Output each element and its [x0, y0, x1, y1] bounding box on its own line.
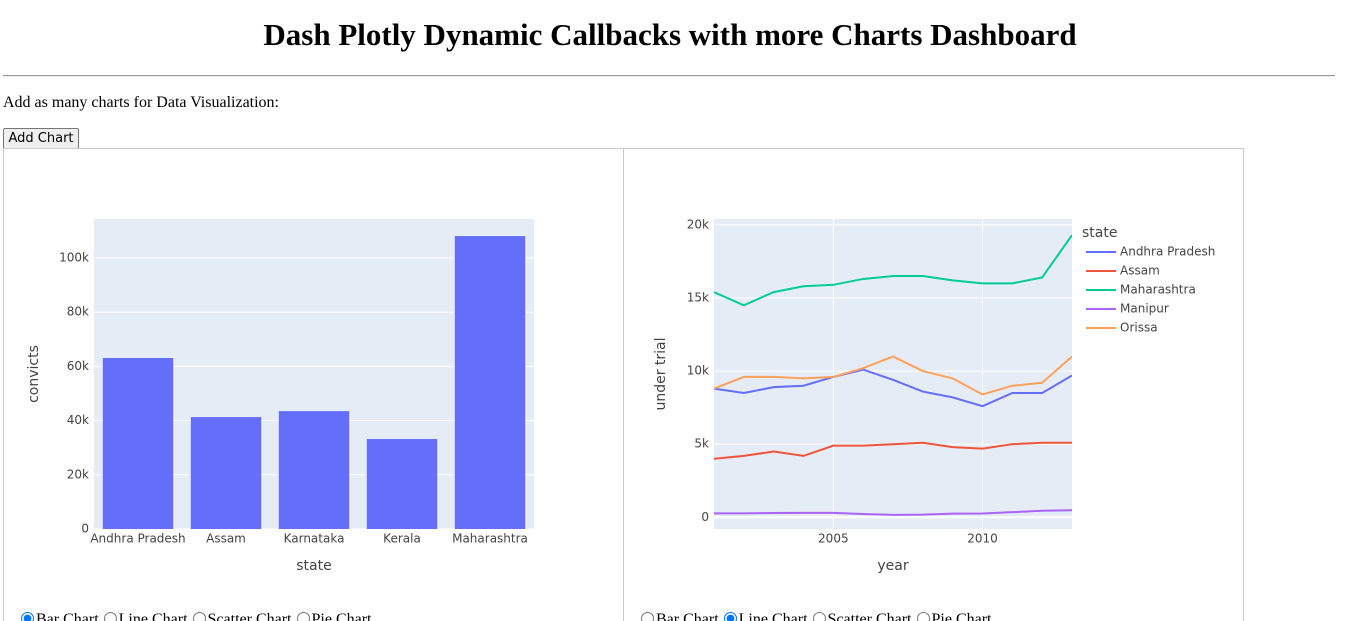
legend-label: Orissa [1120, 321, 1158, 335]
line [714, 368, 1072, 408]
chart-panel: 0 20k 40k 60k 80k 100k state convicts Andhra Pra… [3, 148, 624, 621]
chart: 0 20k 40k 60k 80k 100k state convicts Andhra Pra… [26, 219, 534, 574]
radio[interactable] [103, 612, 117, 621]
bar [278, 411, 350, 529]
radio[interactable] [192, 612, 206, 621]
radio-option[interactable]: Line Chart [101, 611, 188, 621]
y-tick-label: 20k [67, 467, 89, 481]
y-tick-label: 15k [687, 290, 709, 304]
bar [102, 358, 174, 529]
legend-label: Assam [1120, 264, 1160, 278]
legend-label: Maharashtra [1120, 283, 1196, 297]
radio-option[interactable]: Pie Chart [914, 611, 992, 621]
radio-label: Bar Chart [36, 611, 99, 621]
y-tick-label: 20k [687, 217, 709, 231]
intro-text: Add as many charts for Data Visualizatio… [3, 94, 279, 111]
chart-panel: 0 5k 10k 15k 20k year under trial 2005 2010 state… [623, 148, 1244, 621]
radio-option[interactable]: Bar Chart [18, 611, 99, 621]
y-axis-title: under trial [653, 337, 669, 410]
radio-label: Bar Chart [656, 611, 719, 621]
bar [454, 236, 526, 529]
x-tick-label: 2010 [967, 532, 998, 546]
y-tick-label: 10k [687, 364, 709, 378]
plot-background [714, 219, 1072, 529]
x-tick-label: Assam [206, 532, 246, 546]
x-tick-label: 2005 [818, 532, 849, 546]
y-tick-label: 5k [694, 437, 709, 451]
radio-option[interactable]: Scatter Chart [190, 611, 292, 621]
line [714, 234, 1072, 307]
y-tick-label: 40k [67, 413, 89, 427]
divider [3, 75, 1335, 77]
legend-title: state [1082, 225, 1117, 241]
line [714, 441, 1072, 460]
line [714, 509, 1072, 516]
radio[interactable] [21, 612, 34, 621]
radio-option[interactable]: Line Chart [721, 611, 808, 621]
radio[interactable] [641, 612, 654, 621]
radio-label: Pie Chart [931, 611, 992, 621]
chart: 0 5k 10k 15k 20k year under trial 2005 2010 state… [653, 217, 1215, 574]
radio[interactable] [296, 612, 310, 621]
y-tick-label: 80k [67, 305, 89, 319]
legend-label: Andhra Pradesh [1120, 245, 1215, 259]
y-tick-label: 0 [701, 510, 709, 524]
radio-label: Line Chart [118, 611, 188, 621]
page-title: Dash Plotly Dynamic Callbacks with more … [263, 17, 1077, 52]
add-chart-button[interactable]: Add Chart [3, 128, 79, 149]
radio[interactable] [812, 612, 826, 621]
radio-label: Scatter Chart [207, 611, 292, 621]
x-axis-title: year [877, 558, 908, 574]
y-tick-label: 60k [67, 359, 89, 373]
radio-label: Scatter Chart [827, 611, 912, 621]
x-tick-label: Kerala [383, 532, 421, 546]
radio-option[interactable]: Bar Chart [638, 611, 719, 621]
radio-option[interactable]: Scatter Chart [810, 611, 912, 621]
radio-option[interactable]: Pie Chart [294, 611, 372, 621]
x-tick-label: Maharashtra [452, 532, 528, 546]
radio[interactable] [916, 612, 930, 621]
y-tick-label: 0 [81, 522, 89, 536]
y-tick-label: 100k [59, 251, 89, 265]
bar [190, 417, 262, 529]
y-axis-title: convicts [26, 345, 42, 403]
bar [366, 439, 438, 529]
radio[interactable] [723, 612, 737, 621]
x-tick-label: Karnataka [284, 532, 345, 546]
x-axis-title: state [296, 558, 331, 574]
radio-label: Line Chart [738, 611, 808, 621]
x-tick-label: Andhra Pradesh [90, 532, 185, 546]
chart-type-radios: Bar Chart Line Chart Scatter Chart Pie Char… [638, 611, 994, 621]
chart-type-radios: Bar Chart Line Chart Scatter Chart Pie Char… [18, 611, 374, 621]
line [714, 355, 1072, 396]
radio-label: Pie Chart [311, 611, 372, 621]
legend-label: Manipur [1120, 302, 1169, 316]
